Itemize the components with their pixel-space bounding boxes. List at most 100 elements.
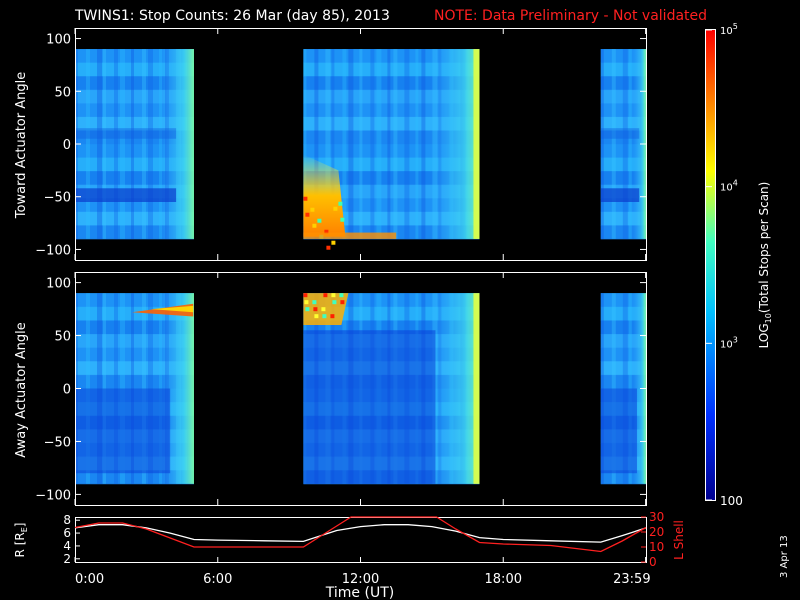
colorbar-label-sub: 10 bbox=[764, 313, 773, 323]
warm-speckle bbox=[312, 223, 317, 228]
edge-gradient bbox=[430, 293, 480, 484]
time-streak bbox=[387, 49, 391, 239]
data-block bbox=[75, 49, 194, 240]
x-tick-label: 6:00 bbox=[203, 572, 232, 587]
time-streak bbox=[348, 49, 354, 239]
time-streak bbox=[97, 49, 102, 239]
figure-title: TWINS1: Stop Counts: 26 Mar (day 85), 20… bbox=[74, 8, 390, 24]
right-tick-label: 0 bbox=[649, 555, 657, 569]
dark-band bbox=[600, 188, 640, 202]
l-shell-line bbox=[74, 516, 647, 553]
colorbar-label-main: LOG bbox=[757, 323, 771, 348]
time-streak bbox=[421, 49, 426, 239]
time-streak bbox=[370, 49, 375, 239]
colorbar-label: LOG10(Total Stops per Scan) bbox=[757, 182, 773, 349]
colorbar-tick-base: 10 bbox=[720, 26, 733, 37]
time-streak bbox=[120, 49, 125, 239]
warm-patch bbox=[303, 293, 349, 325]
time-streak bbox=[376, 49, 382, 239]
time-streak bbox=[131, 49, 134, 239]
y-tick-label: −50 bbox=[44, 435, 71, 450]
dark-region bbox=[303, 330, 436, 484]
x-tick-label: 23:59 bbox=[613, 572, 650, 587]
warm-speckle bbox=[305, 307, 310, 312]
time-streak bbox=[148, 49, 153, 239]
colorbar-label-rest: (Total Stops per Scan) bbox=[757, 182, 771, 313]
warm-speckle bbox=[323, 293, 328, 298]
y-tick-label: −50 bbox=[44, 191, 71, 206]
away-ylabel: Away Actuator Angle bbox=[14, 322, 29, 457]
r-distance-line bbox=[74, 524, 647, 543]
x-axis-label: Time (UT) bbox=[325, 585, 394, 600]
preliminary-note: NOTE: Data Preliminary - Not validated bbox=[434, 8, 707, 24]
time-streak bbox=[415, 49, 419, 239]
left-tick-label: 6 bbox=[63, 526, 71, 540]
warm-speckle bbox=[324, 229, 329, 234]
time-streak bbox=[314, 49, 319, 239]
y-tick-label: 50 bbox=[54, 330, 71, 345]
warm-patch bbox=[303, 154, 346, 237]
orbit-ylabel-left-sub: E bbox=[20, 527, 29, 532]
warm-speckle bbox=[338, 201, 343, 206]
colorbar-tick-base: 10 bbox=[720, 339, 733, 350]
warm-speckle bbox=[321, 307, 326, 312]
orbit-ylabel-left-main: R [R bbox=[13, 532, 27, 557]
warm-speckle bbox=[332, 300, 337, 305]
x-tick-label: 18:00 bbox=[485, 572, 522, 587]
warm-speckle bbox=[303, 196, 308, 201]
warm-speckle bbox=[305, 212, 310, 217]
orbit-ylabel-right: L Shell bbox=[672, 520, 686, 560]
data-block bbox=[303, 49, 480, 240]
time-streak bbox=[600, 49, 604, 239]
time-streak bbox=[622, 49, 628, 239]
left-tick-label: 8 bbox=[63, 513, 71, 527]
orbit-ylabel-left: R [RE] bbox=[13, 523, 29, 558]
y-tick-label: −100 bbox=[35, 243, 71, 258]
warm-streak bbox=[151, 305, 194, 313]
data-block bbox=[600, 49, 646, 240]
warm-speckle bbox=[313, 307, 318, 312]
orbit-frame bbox=[75, 517, 647, 563]
x-tick-label: 12:00 bbox=[342, 572, 379, 587]
edge-gradient bbox=[430, 49, 480, 239]
warm-speckle bbox=[303, 293, 308, 298]
edge-bright-column bbox=[473, 293, 480, 484]
time-streak bbox=[103, 49, 106, 239]
colorbar-tick-exponent: 3 bbox=[733, 335, 738, 344]
colorbar-tick-base: 100 bbox=[720, 494, 743, 508]
right-tick-label: 30 bbox=[649, 510, 664, 524]
warm-speckle bbox=[331, 293, 336, 298]
time-streak bbox=[142, 49, 146, 239]
dark-band bbox=[75, 188, 177, 202]
colorbar-tick-exponent: 4 bbox=[733, 179, 738, 188]
time-streak bbox=[303, 49, 307, 239]
y-tick-label: 0 bbox=[63, 138, 71, 153]
date-stamp: 3 Apr 13 bbox=[779, 535, 790, 578]
warm-speckle bbox=[310, 207, 315, 212]
y-tick-label: 100 bbox=[46, 33, 71, 48]
y-tick-label: 0 bbox=[63, 383, 71, 398]
warm-speckle bbox=[312, 300, 317, 305]
warm-strip bbox=[303, 232, 397, 239]
dark-region bbox=[600, 388, 637, 474]
time-streak bbox=[325, 49, 331, 239]
time-streak bbox=[628, 49, 632, 239]
right-tick-label: 10 bbox=[649, 540, 664, 554]
orbit-ylabel-left-end: ] bbox=[13, 523, 27, 528]
time-streak bbox=[114, 49, 118, 239]
warm-speckle bbox=[331, 240, 336, 245]
time-streak bbox=[393, 49, 398, 239]
colorbar-gradient bbox=[706, 30, 715, 500]
dark-band bbox=[600, 128, 640, 139]
warm-streak bbox=[132, 303, 194, 317]
y-tick-label: 50 bbox=[54, 85, 71, 100]
colorbar-tick-label: 105 bbox=[720, 22, 738, 37]
right-tick-label: 20 bbox=[649, 525, 664, 539]
warm-speckle bbox=[339, 293, 344, 298]
toward-ylabel: Toward Actuator Angle bbox=[14, 72, 29, 219]
warm-speckle bbox=[326, 245, 331, 250]
